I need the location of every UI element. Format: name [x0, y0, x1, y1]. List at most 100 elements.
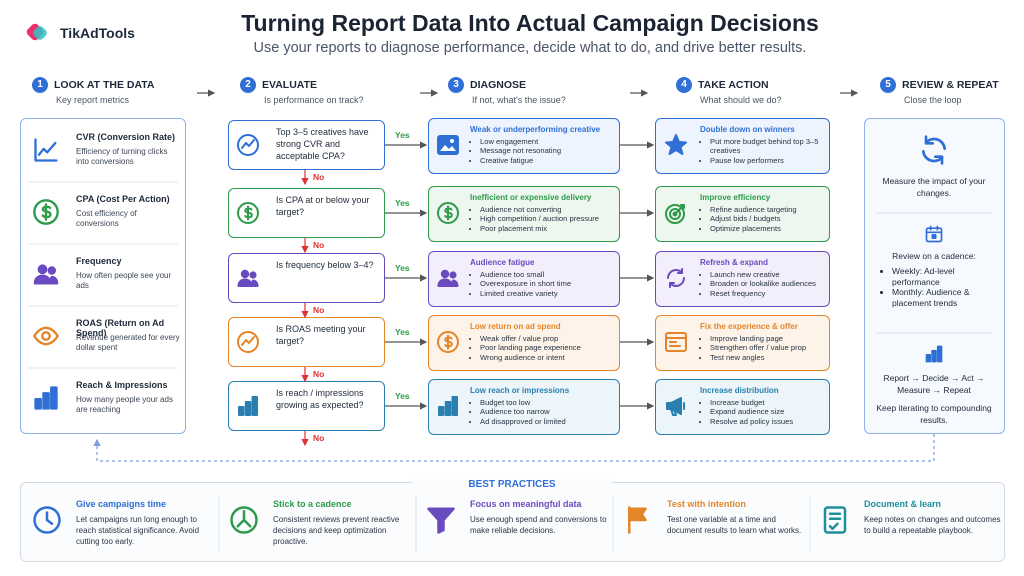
bullet-list: Audience too smallOverexposure in short … — [470, 270, 626, 298]
icon — [33, 199, 59, 225]
metric-description: Efficiency of turning clicks into conver… — [76, 147, 168, 167]
step-badge — [880, 77, 896, 93]
bullet-item: Strengthen offer / value prop — [710, 343, 834, 352]
icon-part — [931, 234, 937, 240]
icon — [237, 331, 259, 353]
action-box — [655, 315, 830, 371]
review-loop: Report → Decide → Act → Measure → Repeat — [883, 373, 985, 395]
step-title: TAKE ACTION — [698, 79, 769, 91]
bullet-list: Refine audience targetingAdjust bids / b… — [700, 205, 834, 233]
step-badge — [32, 77, 48, 93]
icon-part — [48, 275, 59, 285]
practice-description: Keep notes on changes and outcomes to bu… — [864, 515, 1001, 536]
icon-part — [670, 402, 685, 416]
bullet-list: Weekly: Ad-level performanceMonthly: Aud… — [882, 266, 1004, 309]
icon-part — [33, 274, 52, 285]
no-label: No — [313, 369, 325, 379]
icon — [437, 269, 459, 287]
step-badge — [240, 77, 256, 93]
bullet-item: Improve landing page — [710, 334, 834, 343]
evaluate-question: Top 3–5 creatives have strong CVR and ac… — [276, 127, 369, 162]
icon-part — [37, 264, 48, 275]
metric-description: Revenue generated for every dollar spent — [76, 333, 180, 353]
bullet-list: Audience not convertingHigh competition … — [470, 205, 626, 233]
bullet-list: Launch new creativeBroaden or lookalike … — [700, 270, 834, 298]
icon-part — [667, 269, 685, 287]
step-subtitle: What should we do? — [700, 95, 782, 105]
icon — [437, 135, 459, 155]
step-number: 2 — [245, 79, 251, 90]
practice-description: Consistent reviews prevent reactive deci… — [273, 515, 400, 547]
icon-part — [444, 205, 453, 221]
icon — [33, 506, 61, 534]
icon — [33, 264, 59, 285]
bullet-list: Put more budget behind top 3–5 creatives… — [700, 137, 834, 165]
step-title: DIAGNOSE — [470, 79, 527, 91]
icon — [34, 386, 58, 410]
icon-part — [244, 401, 252, 416]
icon — [666, 397, 685, 416]
bullet-item: Creative fatigue — [480, 156, 626, 165]
evaluate-box — [228, 253, 385, 303]
practice-title: Give campaigns time — [76, 499, 167, 509]
diagnose-box — [428, 379, 620, 435]
icon — [237, 269, 259, 287]
review-cadence-title: Review on a cadence: — [892, 251, 976, 261]
review-closing: Keep iterating to compounding results. — [876, 403, 992, 425]
icon-part — [924, 135, 944, 165]
icon — [33, 326, 59, 346]
metric-description: How many people your ads are reaching — [76, 395, 173, 415]
icon-part — [250, 279, 259, 287]
practice-title: Test with intention — [667, 499, 746, 509]
icon — [925, 345, 943, 363]
icon-part — [444, 401, 452, 416]
yes-label: Yes — [395, 130, 410, 140]
no-label: No — [313, 305, 325, 315]
icon — [665, 134, 687, 155]
action-title: Improve efficiency — [700, 193, 771, 202]
icon-part — [237, 202, 259, 224]
icon-part — [438, 406, 445, 416]
best-practices-title: BEST PRACTICES — [412, 479, 612, 490]
icon-part — [437, 331, 459, 353]
bullet-list: Improve landing pageStrengthen offer / v… — [700, 334, 834, 362]
metric-title: Reach & Impressions — [76, 380, 168, 390]
bullet-item: Low engagement — [480, 137, 626, 146]
step-number: 5 — [885, 79, 891, 90]
bullet-item: Audience too narrow — [480, 407, 626, 416]
metric-title: ROAS (Return on Ad Spend) — [76, 318, 165, 338]
icon-part — [437, 278, 453, 287]
icon-part — [444, 334, 453, 350]
icon-part — [669, 268, 683, 288]
diagnose-box — [428, 315, 620, 371]
evaluate-question: Is reach / impressions growing as expect… — [276, 388, 364, 411]
icon-part — [42, 392, 50, 410]
no-label: No — [313, 433, 325, 443]
icon-part — [674, 204, 685, 215]
action-title: Increase distribution — [700, 386, 779, 395]
icon — [437, 331, 459, 353]
action-title: Refresh & expand — [700, 258, 769, 267]
bullet-item: High competition / auction pressure — [480, 214, 626, 223]
bullet-item: Overexposure in short time — [480, 279, 626, 288]
step-subtitle: If not, what's the issue? — [472, 95, 566, 105]
bullet-item: Budget too low — [480, 398, 626, 407]
step-number: 4 — [681, 79, 687, 90]
bullet-item: Message not resonating — [480, 146, 626, 155]
diagnose-title: Low reach or impressions — [470, 386, 570, 395]
step-title: REVIEW & REPEAT — [902, 79, 999, 91]
step-number: 1 — [37, 79, 43, 90]
metric-title: CVR (Conversion Rate) — [76, 132, 176, 142]
review-panel — [864, 118, 1005, 434]
bullet-item: Ad disapproved or limited — [480, 417, 626, 426]
icon-part — [240, 269, 250, 279]
step-title: LOOK AT THE DATA — [54, 79, 155, 91]
icon-part — [427, 507, 455, 534]
bullet-item: Refine audience targeting — [710, 205, 834, 214]
icon — [427, 507, 455, 534]
icon-part — [451, 396, 458, 416]
bullet-item: Poor landing page experience — [480, 343, 626, 352]
diagnose-title: Audience fatigue — [470, 258, 535, 267]
yes-label: Yes — [395, 327, 410, 337]
icon-part — [669, 208, 681, 220]
